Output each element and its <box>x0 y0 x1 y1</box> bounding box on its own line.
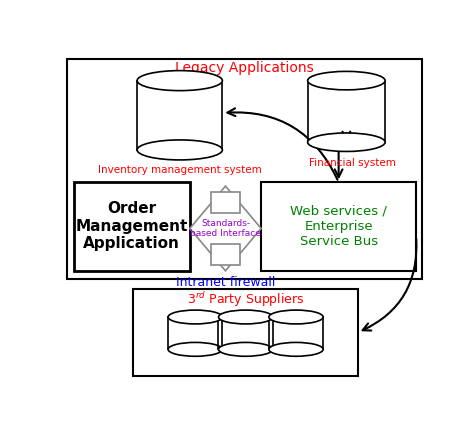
Text: 3$^{rd}$ Party Suppliers: 3$^{rd}$ Party Suppliers <box>187 290 304 309</box>
Polygon shape <box>168 317 222 349</box>
Ellipse shape <box>307 71 384 90</box>
Text: Intranet firewall: Intranet firewall <box>176 276 275 289</box>
Text: Order
Management
Application: Order Management Application <box>75 201 188 251</box>
Ellipse shape <box>268 342 322 356</box>
Text: Financial system: Financial system <box>308 158 395 168</box>
Ellipse shape <box>168 342 222 356</box>
Text: Legacy Applications: Legacy Applications <box>174 61 313 75</box>
Ellipse shape <box>137 71 222 91</box>
Polygon shape <box>260 182 415 271</box>
Polygon shape <box>307 80 384 142</box>
Polygon shape <box>67 59 421 279</box>
Polygon shape <box>210 192 240 213</box>
Polygon shape <box>218 317 272 349</box>
Text: Standards-
based Interface: Standards- based Interface <box>189 219 260 238</box>
Polygon shape <box>268 317 322 349</box>
Ellipse shape <box>307 133 384 152</box>
Polygon shape <box>137 80 222 150</box>
Ellipse shape <box>268 310 322 324</box>
Polygon shape <box>210 244 240 265</box>
Text: Web services /
Enterprise
Service Bus: Web services / Enterprise Service Bus <box>289 205 386 248</box>
Polygon shape <box>189 186 260 271</box>
Polygon shape <box>133 288 357 376</box>
Ellipse shape <box>218 342 272 356</box>
Text: Inventory management system: Inventory management system <box>98 165 261 175</box>
Ellipse shape <box>218 310 272 324</box>
Polygon shape <box>73 182 189 271</box>
Ellipse shape <box>137 140 222 160</box>
Ellipse shape <box>168 310 222 324</box>
